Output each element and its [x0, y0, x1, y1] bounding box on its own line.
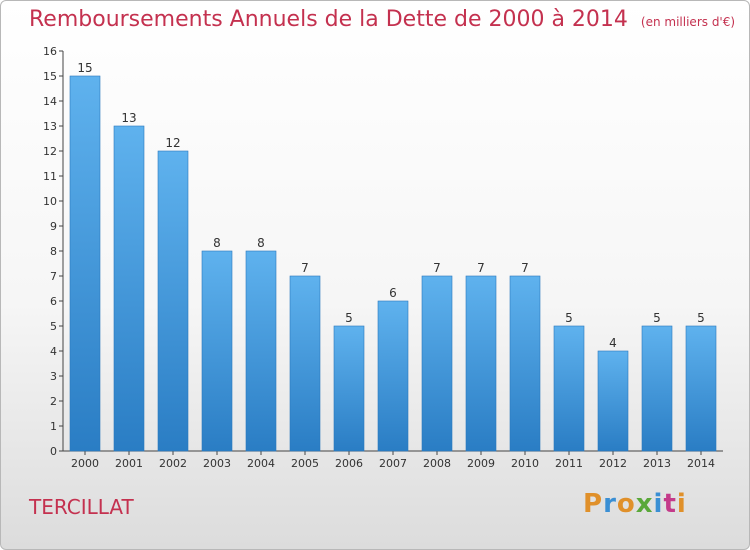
y-tick-label: 11	[43, 170, 57, 183]
x-tick-label: 2008	[423, 457, 451, 470]
bar-value-label: 5	[565, 311, 573, 325]
y-tick-label: 7	[50, 270, 57, 283]
bar	[553, 325, 585, 452]
bar-value-label: 4	[609, 336, 617, 350]
logo-letter: r	[603, 489, 617, 519]
x-tick-label: 2006	[335, 457, 363, 470]
bar	[113, 125, 145, 452]
bar	[69, 75, 101, 452]
x-tick-label: 2009	[467, 457, 495, 470]
bar-value-label: 8	[213, 236, 221, 250]
bar-value-label: 7	[477, 261, 485, 275]
logo-letter: i	[653, 489, 664, 519]
bar	[289, 275, 321, 452]
logo-letter: t	[663, 489, 677, 519]
bar-value-label: 12	[165, 136, 180, 150]
y-tick-label: 5	[50, 320, 57, 333]
y-tick-label: 6	[50, 295, 57, 308]
bar-value-label: 7	[521, 261, 529, 275]
y-tick-label: 10	[43, 195, 57, 208]
y-tick-label: 15	[43, 70, 57, 83]
y-tick-label: 14	[43, 95, 57, 108]
bar-value-label: 5	[697, 311, 705, 325]
bar	[245, 250, 277, 452]
y-tick-label: 3	[50, 370, 57, 383]
chart-title: Remboursements Annuels de la Dette de 20…	[29, 7, 735, 32]
x-tick-label: 2004	[247, 457, 275, 470]
y-tick-label: 0	[50, 445, 57, 458]
logo-letter: P	[583, 489, 604, 519]
logo-letter: x	[635, 489, 654, 519]
bar	[685, 325, 717, 452]
x-tick-label: 2001	[115, 457, 143, 470]
x-tick-label: 2000	[71, 457, 99, 470]
bar	[421, 275, 453, 452]
x-tick-label: 2013	[643, 457, 671, 470]
bar	[465, 275, 497, 452]
bar-value-label: 7	[301, 261, 309, 275]
y-tick-label: 13	[43, 120, 57, 133]
bar	[641, 325, 673, 452]
bar	[201, 250, 233, 452]
x-tick-label: 2005	[291, 457, 319, 470]
bar	[157, 150, 189, 452]
x-tick-label: 2012	[599, 457, 627, 470]
y-tick-label: 2	[50, 395, 57, 408]
chart-title-text: Remboursements Annuels de la Dette de 20…	[29, 7, 628, 32]
bar-value-label: 8	[257, 236, 265, 250]
bar	[509, 275, 541, 452]
bar-value-label: 13	[121, 111, 136, 125]
y-tick-label: 16	[43, 45, 57, 58]
y-tick-label: 4	[50, 345, 57, 358]
bar-value-label: 6	[389, 286, 397, 300]
y-tick-label: 1	[50, 420, 57, 433]
bar	[377, 300, 409, 452]
bar-value-label: 5	[345, 311, 353, 325]
bar-layer: 15 13 12 8 8 7 5 6 7 7 7 5 4 5 5	[69, 61, 717, 452]
bar	[597, 350, 629, 452]
bar	[333, 325, 365, 452]
bar-value-label: 7	[433, 261, 441, 275]
y-tick-label: 8	[50, 245, 57, 258]
place-name: TERCILLAT	[29, 495, 134, 519]
x-tick-label: 2002	[159, 457, 187, 470]
bar-value-label: 15	[77, 61, 92, 75]
x-tick-label: 2003	[203, 457, 231, 470]
chart-unit: (en milliers d'€)	[640, 15, 736, 29]
x-tick-label: 2010	[511, 457, 539, 470]
x-tick-label: 2014	[687, 457, 715, 470]
bar-value-label: 5	[653, 311, 661, 325]
x-tick-label: 2007	[379, 457, 407, 470]
logo-letter: o	[616, 489, 636, 519]
x-tick-label: 2011	[555, 457, 583, 470]
proxiti-logo[interactable]: Proxiti	[583, 489, 687, 519]
y-tick-label: 9	[50, 220, 57, 233]
logo-letter: i	[676, 489, 687, 519]
y-tick-label: 12	[43, 145, 57, 158]
